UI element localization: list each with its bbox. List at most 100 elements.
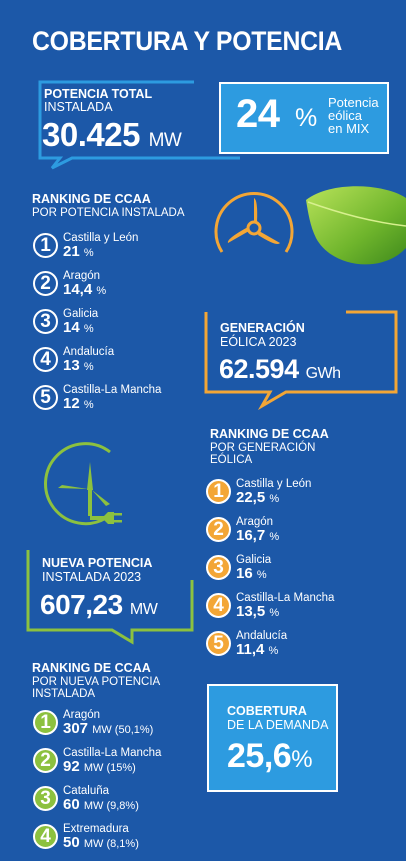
turbine-plug-icon <box>44 442 122 526</box>
rank-item-value: 92 <box>63 758 84 775</box>
rank-item-value-row: 92 MW (15%) <box>63 759 136 776</box>
rank-item-unit: % <box>83 323 94 335</box>
rank-item-name: Castilla y León <box>63 232 139 244</box>
rank-item-value-row: 14,4 % <box>63 282 106 299</box>
rank-item-value: 14 <box>63 319 84 336</box>
rank-item-value-row: 22,5 % <box>236 490 279 507</box>
rank-item-value-row: 60 MW (9,8%) <box>63 797 139 814</box>
rank-item-unit: % <box>269 493 280 505</box>
rank-item-unit: % <box>83 247 94 259</box>
rank-item-name: Aragón <box>63 270 101 282</box>
rank-item-name: Aragón <box>63 709 101 721</box>
rank-item-value: 21 <box>63 243 84 260</box>
potencia-label: POTENCIA TOTAL <box>44 87 153 101</box>
rank-item-value-row: 50 MW (8,1%) <box>63 835 139 852</box>
leaf-icon <box>306 186 406 265</box>
rank-number-badge: 5 <box>33 385 58 410</box>
rank-item-value: 60 <box>63 796 84 813</box>
rank-item-unit: % <box>269 607 280 619</box>
rank-item-name: Extremadura <box>63 823 129 835</box>
nueva-value: 607,23 MW <box>40 589 158 620</box>
rank-item-value-row: 307 MW (50,1%) <box>63 721 153 738</box>
rank-item-value-row: 14 % <box>63 320 94 337</box>
mix-box <box>219 82 389 154</box>
rank-number-badge: 2 <box>33 748 58 773</box>
ranking-generacion-title: RANKING DE CCAA <box>210 427 329 441</box>
mix-unit: % <box>295 104 318 132</box>
rank-item-name: Castilla y León <box>236 478 312 490</box>
rank-number-badge: 2 <box>206 517 231 542</box>
rank-item-name: Castilla-La Mancha <box>236 592 335 604</box>
rank-item-value-row: 16 % <box>236 566 267 583</box>
rank-item-name: Aragón <box>236 516 274 528</box>
rank-item-value-row: 16,7 % <box>236 528 279 545</box>
rank-number-badge: 4 <box>206 593 231 618</box>
page-title: COBERTURA Y POTENCIA <box>32 26 343 56</box>
generacion-value: 62.594 GWh <box>219 354 341 384</box>
rank-number-badge: 3 <box>33 309 58 334</box>
rank-item-name: Cataluña <box>63 785 110 797</box>
ranking-potencia-subtitle: POR POTENCIA INSTALADA <box>32 207 185 219</box>
ranking-nueva-subtitle-2: INSTALADA <box>32 688 96 700</box>
cobertura-label: COBERTURA <box>227 704 307 718</box>
nueva-frame <box>26 550 194 645</box>
rank-item-unit: % <box>256 569 267 581</box>
rank-item-value-row: 21 % <box>63 244 94 261</box>
rank-item-unit: % <box>269 531 280 543</box>
rank-item-value: 50 <box>63 834 84 851</box>
rank-item-name: Andalucía <box>63 346 115 358</box>
rank-number-badge: 3 <box>206 555 231 580</box>
wind-turbine-icon <box>214 192 294 253</box>
nueva-label: NUEVA POTENCIA <box>42 556 153 570</box>
mix-value: 24 <box>236 92 280 136</box>
mix-label: Potencia eólica en MIX <box>328 95 379 136</box>
rank-item-value: 16,7 <box>236 527 270 544</box>
rank-item-unit: MW (8,1%) <box>83 838 139 850</box>
rank-item-unit: % <box>83 361 94 373</box>
rank-item-value: 22,5 <box>236 489 270 506</box>
ranking-generacion-subtitle: POR GENERACIÓN <box>210 442 316 454</box>
rank-number-badge: 1 <box>33 710 58 735</box>
rank-item-name: Galicia <box>236 554 272 566</box>
rank-number-badge: 1 <box>206 479 231 504</box>
rank-item-unit: % <box>83 399 94 411</box>
potencia-value: 30.425 MW <box>42 116 182 153</box>
rank-number-badge: 5 <box>206 631 231 656</box>
generacion-sublabel: EÓLICA 2023 <box>220 335 297 349</box>
rank-item-value: 13,5 <box>236 603 270 620</box>
rank-item-name: Castilla-La Mancha <box>63 384 162 396</box>
rank-item-value-row: 12 % <box>63 396 94 413</box>
rank-item-value: 14,4 <box>63 281 97 298</box>
ranking-potencia-title: RANKING DE CCAA <box>32 192 151 206</box>
rank-number-badge: 3 <box>33 786 58 811</box>
rank-item-unit: MW (15%) <box>83 762 136 774</box>
rank-item-value: 307 <box>63 720 93 737</box>
rank-item-unit: MW (9,8%) <box>83 800 139 812</box>
rank-item-name: Andalucía <box>236 630 288 642</box>
rank-number-badge: 4 <box>33 347 58 372</box>
rank-item-value: 16 <box>236 565 257 582</box>
rank-number-badge: 2 <box>33 271 58 296</box>
rank-item-value: 12 <box>63 395 84 412</box>
rank-item-name: Castilla-La Mancha <box>63 747 162 759</box>
rank-number-badge: 4 <box>33 824 58 849</box>
rank-item-value-row: 11,4 % <box>236 642 278 659</box>
cobertura-value: 25,6% <box>227 737 313 775</box>
nueva-sublabel: INSTALADA 2023 <box>42 570 142 584</box>
cobertura-sublabel: DE LA DEMANDA <box>227 718 329 732</box>
rank-item-value-row: 13 % <box>63 358 94 375</box>
rank-item-name: Galicia <box>63 308 99 320</box>
rank-number-badge: 1 <box>33 233 58 258</box>
rank-item-unit: MW (50,1%) <box>92 724 154 736</box>
potencia-frame <box>38 80 240 170</box>
cobertura-box <box>207 684 338 792</box>
rank-item-unit: % <box>96 285 107 297</box>
ranking-nueva-subtitle: POR NUEVA POTENCIA <box>32 676 161 688</box>
potencia-sublabel: INSTALADA <box>44 100 113 114</box>
rank-item-value-row: 13,5 % <box>236 604 279 621</box>
generacion-label: GENERACIÓN <box>220 321 305 335</box>
ranking-generacion-subtitle-2: EÓLICA <box>210 454 253 466</box>
generacion-frame <box>204 310 398 410</box>
rank-item-value: 13 <box>63 357 84 374</box>
rank-item-value: 11,4 <box>236 641 269 658</box>
